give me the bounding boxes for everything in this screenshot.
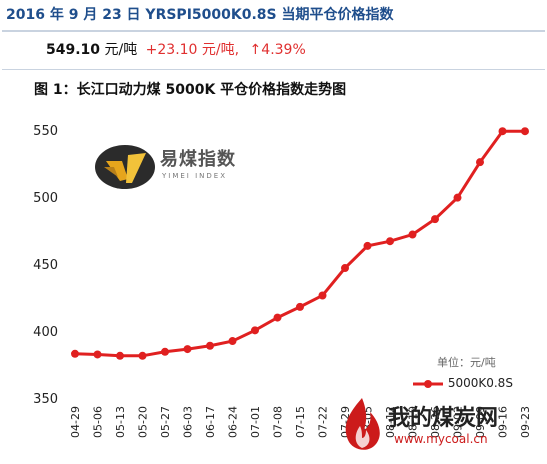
x-tick-label: 04-29 — [69, 406, 82, 438]
x-tick-label: 07-01 — [249, 406, 262, 438]
legend-label: 5000K0.8S — [447, 376, 513, 390]
x-tick-label: 08-12 — [384, 406, 397, 438]
watermark-name: 我的煤炭网 — [388, 406, 499, 431]
x-tick-label: 09-16 — [497, 406, 510, 438]
data-point — [386, 237, 394, 246]
price-change-percent: 4.39% — [261, 42, 306, 58]
price-unit: 元/吨 — [104, 42, 138, 58]
chart-legend: 5000K0.8S — [412, 376, 513, 390]
x-tick-label: 05-06 — [92, 406, 105, 438]
x-tick-label: 06-17 — [204, 406, 217, 438]
data-point — [93, 350, 102, 359]
unit-label: 单位：元/吨 — [437, 356, 496, 369]
yimei-index-logo: 易煤指数 YIMEI INDEX — [92, 141, 242, 193]
data-point — [408, 230, 417, 239]
page-title: 2016 年 9 月 23 日 YRSPI5000K0.8S 当期平仓价格指数 — [6, 7, 394, 23]
header-divider — [2, 30, 545, 32]
data-point — [341, 264, 349, 273]
data-point — [431, 215, 439, 224]
current-price: 549.10 — [46, 42, 101, 58]
figure-title: 图 1：长江口动力煤 5000K 平仓价格指数走势图 — [34, 82, 347, 98]
y-tick-label: 350 — [33, 392, 58, 407]
logo-subtitle: YIMEI INDEX — [162, 172, 228, 180]
x-tick-label: 09-09 — [474, 406, 487, 438]
y-tick-label: 500 — [33, 191, 58, 206]
x-tick-label: 07-15 — [294, 406, 307, 438]
data-point — [228, 337, 237, 346]
price-summary: 549.10 元/吨 +23.10 元/吨, ↑4.39% — [46, 39, 306, 59]
data-point — [363, 241, 372, 250]
y-tick-label: 550 — [33, 124, 58, 139]
flame-logo-icon — [345, 398, 380, 450]
x-tick-label: 05-20 — [137, 406, 150, 438]
data-point — [476, 158, 484, 167]
x-tick-label: 07-08 — [272, 406, 285, 438]
price-change: +23.10 元/吨, — [145, 42, 240, 58]
x-tick-label: 09-02 — [452, 406, 465, 438]
up-arrow-icon: ↑ — [249, 42, 262, 58]
data-point — [498, 127, 507, 136]
legend-line-icon — [413, 379, 443, 388]
data-point — [116, 351, 124, 360]
data-point — [318, 291, 327, 300]
data-point — [71, 349, 79, 358]
y-tick-label: 450 — [33, 258, 58, 273]
x-tick-label: 08-19 — [407, 406, 420, 438]
x-tick-label: 05-13 — [114, 406, 127, 438]
section-divider — [2, 69, 545, 70]
data-point — [521, 127, 529, 136]
logo-emblem-icon — [95, 145, 155, 189]
x-tick-label: 06-24 — [227, 406, 240, 438]
data-point — [251, 326, 259, 335]
data-point — [273, 313, 282, 322]
logo-name: 易煤指数 — [160, 149, 236, 170]
data-point — [183, 345, 192, 354]
data-point — [138, 351, 147, 360]
x-tick-label: 07-22 — [317, 406, 330, 438]
watermark-url: www.mycoal.cn — [394, 432, 488, 446]
data-point — [453, 193, 462, 202]
data-point — [206, 341, 214, 350]
mycoal-watermark: 我的煤炭网 www.mycoal.cn — [338, 396, 543, 460]
data-point — [161, 347, 169, 356]
y-tick-label: 400 — [33, 325, 58, 340]
x-tick-label: 05-27 — [159, 406, 172, 438]
data-point — [296, 302, 304, 311]
x-tick-label: 09-23 — [519, 406, 532, 438]
x-tick-label: 06-03 — [182, 406, 195, 438]
x-tick-label: 08-26 — [429, 406, 442, 438]
